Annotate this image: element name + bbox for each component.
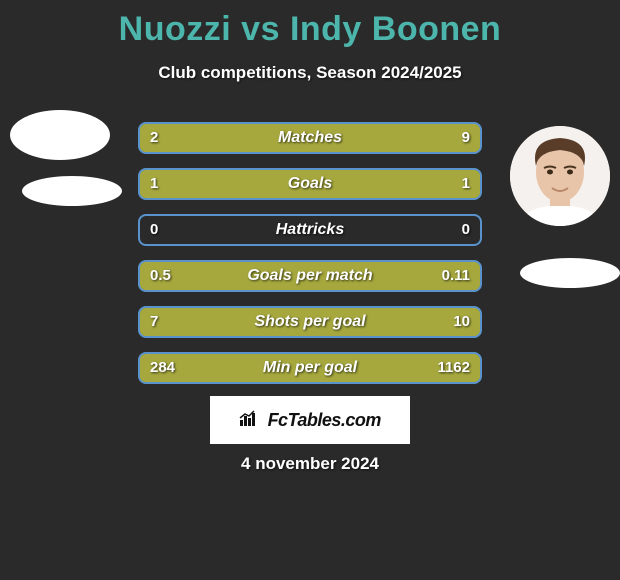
chart-icon	[239, 410, 264, 430]
stat-row: 710Shots per goal	[140, 308, 480, 336]
player1-club-logo	[22, 176, 122, 206]
stat-label: Goals per match	[140, 262, 480, 290]
stat-label: Matches	[140, 124, 480, 152]
stat-row: 00Hattricks	[140, 216, 480, 244]
subtitle: Club competitions, Season 2024/2025	[0, 63, 620, 83]
stat-row: 29Matches	[140, 124, 480, 152]
player2-avatar	[510, 126, 610, 226]
stat-label: Goals	[140, 170, 480, 198]
stat-row: 0.50.11Goals per match	[140, 262, 480, 290]
page-title: Nuozzi vs Indy Boonen	[0, 0, 620, 49]
stat-label: Min per goal	[140, 354, 480, 382]
player2-name: Indy Boonen	[290, 10, 501, 48]
branding-text: FcTables.com	[239, 410, 381, 431]
stats-table: 29Matches 11Goals 00Hattricks 0.50.11Goals …	[140, 124, 480, 400]
player1-name: Nuozzi	[119, 10, 232, 48]
player2-club-logo	[520, 258, 620, 288]
stat-label: Hattricks	[140, 216, 480, 244]
stat-row: 11Goals	[140, 170, 480, 198]
stat-row: 2841162Min per goal	[140, 354, 480, 382]
player1-avatar	[10, 110, 110, 160]
vs-text: vs	[231, 10, 290, 48]
stat-label: Shots per goal	[140, 308, 480, 336]
branding-badge: FcTables.com	[210, 396, 410, 444]
date-text: 4 november 2024	[0, 454, 620, 474]
